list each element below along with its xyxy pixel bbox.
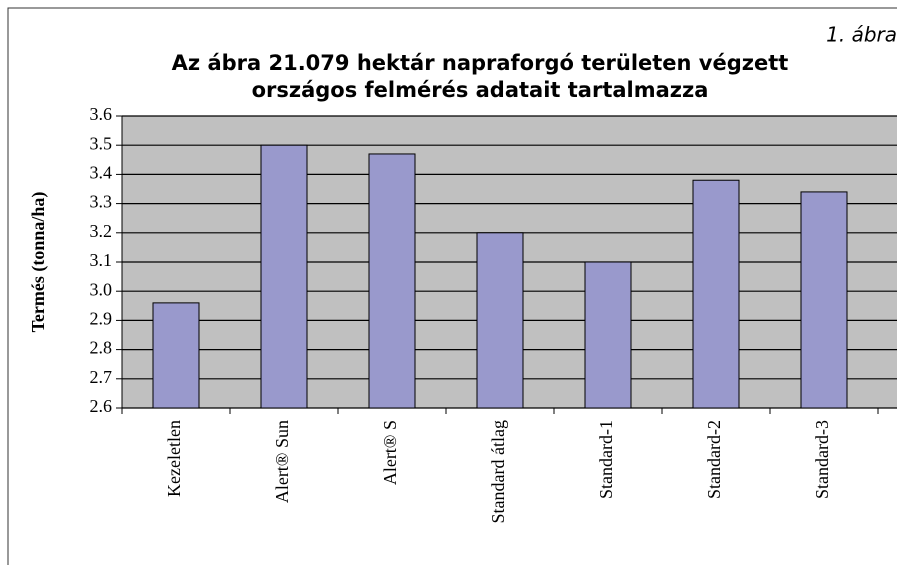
x-tick-label: Alert® Sun bbox=[272, 420, 292, 503]
bar bbox=[260, 144, 308, 409]
bar bbox=[800, 191, 848, 409]
bar bbox=[368, 153, 416, 409]
x-tick-label: Standard-2 bbox=[704, 420, 724, 499]
bar bbox=[584, 261, 632, 409]
chart-title: országos felmérés adatait tartalmazza bbox=[252, 78, 709, 102]
bar bbox=[152, 302, 200, 409]
figure-number: 1. ábra bbox=[826, 23, 897, 47]
y-tick-label: 2.9 bbox=[90, 309, 113, 329]
y-tick-label: 3.5 bbox=[90, 133, 113, 153]
y-tick-label: 2.6 bbox=[90, 396, 113, 416]
y-tick-label: 2.7 bbox=[90, 367, 113, 387]
y-tick-label: 3.4 bbox=[90, 163, 113, 183]
y-axis-label: Termés (tonna/ha) bbox=[28, 192, 49, 333]
y-tick-label: 3.0 bbox=[90, 279, 113, 299]
x-tick-label: Standard átlag bbox=[488, 420, 508, 523]
y-tick-label: 3.2 bbox=[90, 221, 113, 241]
y-tick-label: 2.8 bbox=[90, 338, 113, 358]
frame bbox=[7, 7, 897, 565]
bar bbox=[476, 232, 524, 409]
y-tick-label: 3.3 bbox=[90, 192, 113, 212]
x-tick-label: Standard-1 bbox=[596, 420, 616, 499]
chart-title: Az ábra 21.079 hektár napraforgó terület… bbox=[172, 51, 789, 75]
x-tick-label: Alert® S bbox=[380, 420, 400, 485]
y-tick-label: 3.1 bbox=[90, 250, 113, 270]
bar bbox=[692, 179, 740, 409]
x-tick-label: Standard-3 bbox=[812, 420, 832, 499]
y-tick-label: 3.6 bbox=[90, 104, 113, 124]
x-tick-label: Kezeletlen bbox=[164, 420, 184, 497]
